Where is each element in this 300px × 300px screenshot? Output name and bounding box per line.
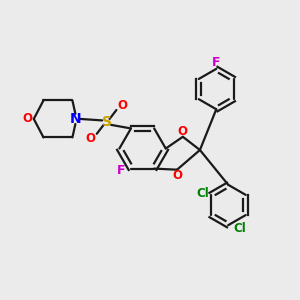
Text: Cl: Cl [233,222,246,235]
Text: O: O [86,132,96,145]
Text: O: O [178,125,188,138]
Text: S: S [102,115,112,129]
Text: Cl: Cl [196,187,209,200]
Text: O: O [22,112,32,125]
Text: F: F [212,56,220,69]
Text: N: N [70,112,81,126]
Text: F: F [117,164,126,178]
Text: O: O [117,99,128,112]
Text: O: O [172,169,182,182]
